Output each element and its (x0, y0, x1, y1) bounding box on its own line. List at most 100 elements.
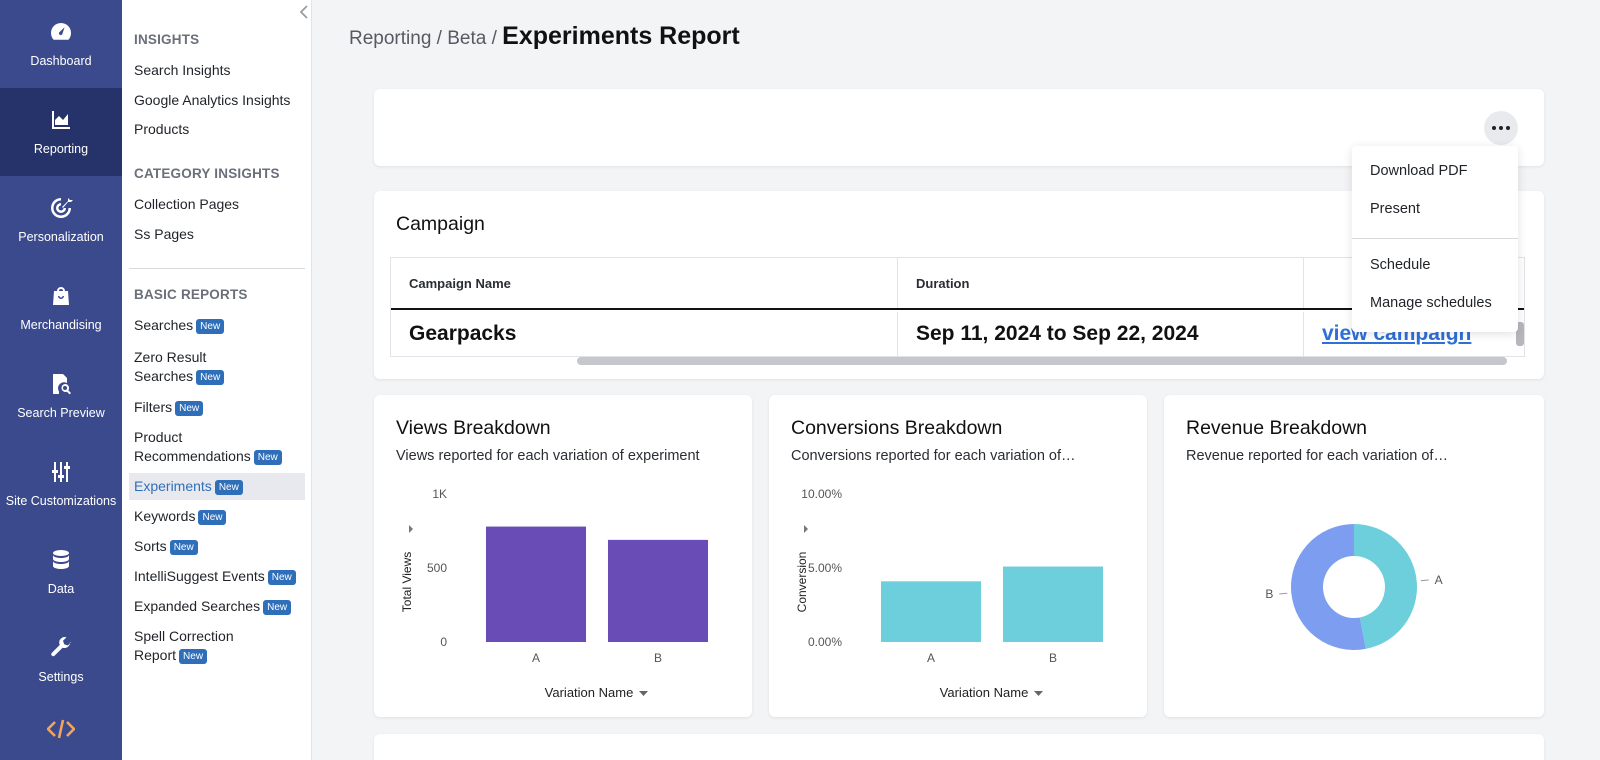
nav-link-searches[interactable]: Searches New (134, 316, 225, 335)
menu-item-manage-schedules[interactable]: Manage schedules (1370, 295, 1492, 311)
slice-leader-line (1420, 579, 1429, 582)
revenue-chart-title: Revenue Breakdown (1186, 417, 1368, 439)
views-bar-chart: 0 500 1K Total Views A B Variation Name (400, 487, 709, 700)
y-tick-label: 500 (427, 561, 447, 575)
nav-link-label: Searches (134, 368, 194, 384)
rail-item-settings[interactable]: Settings (0, 616, 122, 704)
nav-link-zero-result-searches[interactable]: Zero Result Searches New (134, 348, 225, 386)
sliders-icon (52, 462, 70, 482)
slice-b (1291, 524, 1366, 650)
nav-link-label: Spell Correction (134, 628, 234, 644)
menu-item-present[interactable]: Present (1370, 201, 1420, 217)
more-options-menu: Download PDF Present Schedule Manage sch… (1352, 146, 1518, 332)
section-title-category-insights: CATEGORY INSIGHTS (134, 166, 280, 181)
x-axis-dropdown-icon (1034, 691, 1043, 696)
wrench-icon (51, 637, 72, 657)
report-toolbar-card (374, 89, 1544, 166)
y-tick-label: 0 (440, 635, 447, 649)
nav-link-google-analytics-insights[interactable]: Google Analytics Insights (134, 92, 291, 108)
nav-link-label: Filters (134, 399, 173, 415)
y-tick-label: 0.00% (808, 635, 842, 649)
breadcrumb-separator: / (491, 28, 497, 49)
rail-item-reporting[interactable]: Reporting (0, 88, 122, 176)
nav-link-label: Keywords (134, 508, 196, 524)
rail-item-merchandising[interactable]: Merchandising (0, 264, 122, 352)
nav-link-ss-pages[interactable]: Ss Pages (134, 226, 194, 242)
shopping-bag-icon (53, 287, 69, 305)
cell-duration: Sep 11, 2024 to Sep 22, 2024 (898, 312, 1304, 356)
rail-item-label: Merchandising (20, 318, 102, 332)
more-options-button[interactable] (1484, 111, 1518, 145)
nav-link-label: IntelliSuggest Events (134, 568, 265, 584)
nav-link-label: Recommendations (134, 448, 251, 464)
menu-divider (1352, 238, 1518, 239)
table-vertical-scrollbar[interactable] (1516, 322, 1524, 346)
database-icon (53, 550, 69, 569)
nav-link-keywords[interactable]: Keywords New (134, 507, 227, 526)
new-badge: New (214, 480, 243, 495)
document-search-icon (53, 374, 71, 395)
slice-label: A (1435, 573, 1443, 587)
x-axis-label: Variation Name (545, 685, 634, 700)
nav-link-intellisuggest-events[interactable]: IntelliSuggest Events New (134, 567, 296, 586)
bar-a (880, 581, 982, 642)
y-axis-toggle-icon (804, 525, 808, 533)
rail-item-site-customizations[interactable]: Site Customizations (0, 440, 122, 528)
revenue-chart-subtitle: Revenue reported for each variation of… (1186, 448, 1448, 464)
new-badge: New (253, 450, 282, 465)
column-header-duration[interactable]: Duration (898, 258, 1304, 310)
developer-code-button[interactable] (0, 718, 122, 745)
table-horizontal-scrollbar[interactable] (577, 357, 1507, 365)
revenue-donut-chart: AB (1265, 524, 1443, 650)
nav-link-product-recommendations[interactable]: Product Recommendations New (134, 428, 282, 466)
nav-link-search-insights[interactable]: Search Insights (134, 62, 231, 78)
rail-item-label: Site Customizations (5, 494, 117, 508)
y-axis-toggle-icon (409, 525, 413, 533)
rail-item-dashboard[interactable]: Dashboard (0, 0, 122, 88)
x-tick-label: B (654, 651, 662, 665)
breadcrumb-separator: / (436, 28, 442, 49)
cell-campaign-name: Gearpacks (391, 312, 898, 356)
section-title-basic-reports: BASIC REPORTS (134, 287, 248, 302)
rail-item-personalization[interactable]: Personalization (0, 176, 122, 264)
breadcrumb-beta[interactable]: Beta (447, 28, 487, 49)
rail-item-data[interactable]: Data (0, 528, 122, 616)
nav-link-collection-pages[interactable]: Collection Pages (134, 196, 240, 212)
menu-item-schedule[interactable]: Schedule (1370, 257, 1431, 273)
campaign-title: Campaign (396, 213, 485, 235)
rail-item-label: Settings (38, 670, 84, 684)
nav-link-experiments[interactable]: Experiments New (129, 473, 305, 500)
collapse-chevron-icon[interactable] (299, 4, 309, 20)
nav-link-sorts[interactable]: Sorts New (134, 537, 198, 556)
x-axis-label: Variation Name (940, 685, 1029, 700)
new-badge: New (198, 510, 227, 525)
breadcrumb: Reporting / Beta / Experiments Report (349, 22, 740, 51)
new-badge: New (175, 401, 204, 416)
rail-item-search-preview[interactable]: Search Preview (0, 352, 122, 440)
nav-link-expanded-searches[interactable]: Expanded Searches New (134, 597, 292, 616)
x-tick-label: B (1049, 651, 1057, 665)
rail-item-label: Dashboard (30, 54, 92, 68)
new-badge: New (267, 570, 296, 585)
bar-b (1002, 566, 1104, 642)
rail-item-label: Reporting (33, 142, 89, 156)
views-chart-subtitle: Views reported for each variation of exp… (396, 448, 700, 464)
secondary-nav: INSIGHTS Search Insights Google Analytic… (122, 0, 312, 760)
area-chart-icon (52, 111, 70, 129)
y-axis-label: Conversion (795, 552, 809, 613)
conversions-bar-chart: 0.00% 5.00% 10.00% Conversion A B Variation Na… (795, 487, 1104, 700)
nav-link-spell-correction-report[interactable]: Spell Correction Report New (134, 627, 234, 665)
menu-item-download-pdf[interactable]: Download PDF (1370, 163, 1468, 179)
gauge-icon (51, 23, 72, 40)
nav-link-products[interactable]: Products (134, 121, 190, 137)
target-icon (51, 198, 73, 218)
breadcrumb-reporting[interactable]: Reporting (349, 28, 432, 49)
y-tick-label: 1K (432, 487, 447, 501)
slice-label: B (1265, 587, 1273, 601)
next-report-card (374, 734, 1544, 760)
ellipsis-icon (1492, 126, 1510, 130)
nav-link-label: Expanded Searches (134, 598, 261, 614)
rail-item-label: Search Preview (17, 406, 105, 420)
column-header-campaign-name[interactable]: Campaign Name (391, 258, 898, 310)
nav-link-filters[interactable]: Filters New (134, 398, 204, 417)
